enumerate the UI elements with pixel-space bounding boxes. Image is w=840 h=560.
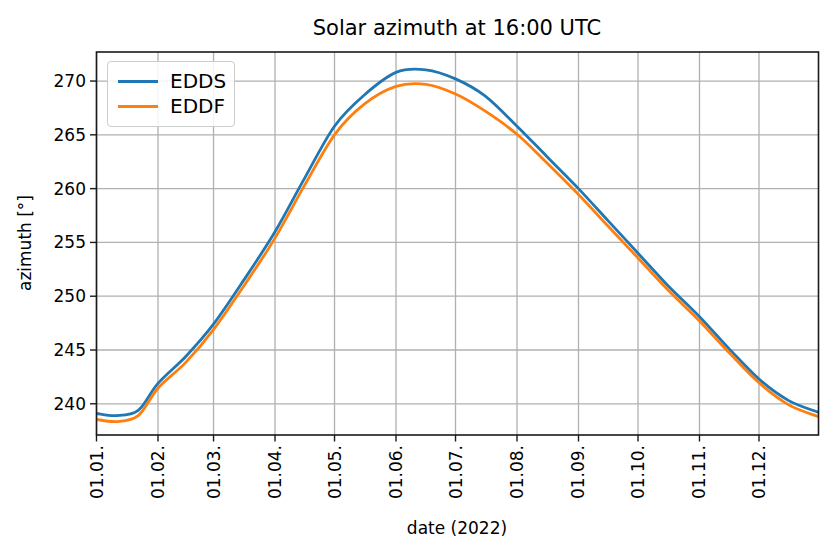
x-tick-label: 01.08.	[509, 445, 526, 499]
x-tick-label: 01.11.	[691, 445, 708, 499]
y-tick-label: 270	[30, 71, 86, 91]
y-tick-label: 255	[30, 232, 86, 252]
x-tick-label: 01.04.	[267, 445, 284, 499]
x-tick-label: 01.05.	[326, 445, 343, 499]
legend-item-EDDF: EDDF	[108, 94, 234, 119]
y-tick-label: 260	[30, 179, 86, 199]
legend-label: EDDS	[170, 69, 226, 94]
x-tick-label: 01.06.	[388, 445, 405, 499]
legend: EDDSEDDF	[107, 61, 235, 127]
x-tick-label: 01.07.	[447, 445, 464, 499]
legend-label: EDDF	[170, 94, 225, 119]
solar-azimuth-chart: Solar azimuth at 16:00 UTC date (2022) a…	[0, 0, 840, 560]
legend-line-swatch	[118, 80, 158, 83]
x-tick-label: 01.02.	[149, 445, 166, 499]
x-tick-label: 01.09.	[570, 445, 587, 499]
y-tick-label: 265	[30, 125, 86, 145]
y-tick-label: 240	[30, 394, 86, 414]
x-tick-label: 01.10.	[630, 445, 647, 499]
x-tick-label: 01.01.	[88, 445, 105, 499]
chart-title: Solar azimuth at 16:00 UTC	[96, 16, 818, 40]
x-tick-label: 01.03.	[205, 445, 222, 499]
x-tick-label: 01.12.	[750, 445, 767, 499]
legend-item-EDDS: EDDS	[108, 69, 234, 94]
y-tick-label: 250	[30, 286, 86, 306]
y-tick-label: 245	[30, 340, 86, 360]
legend-line-swatch	[118, 105, 158, 108]
x-axis-label: date (2022)	[96, 518, 818, 538]
